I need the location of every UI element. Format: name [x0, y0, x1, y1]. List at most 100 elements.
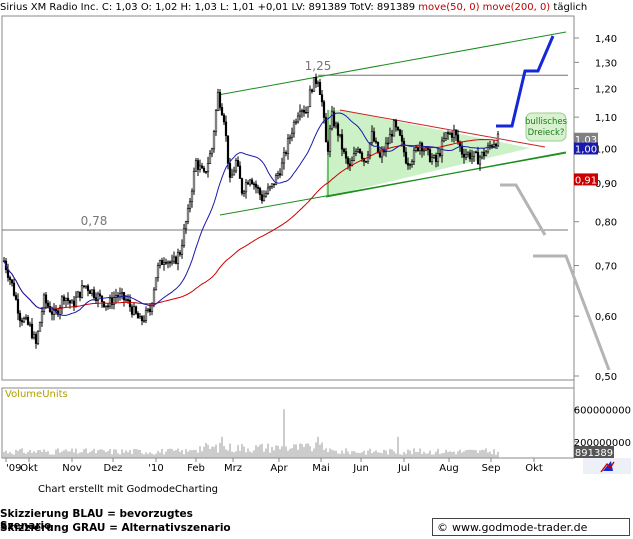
candle-body	[260, 194, 264, 202]
candle-body	[74, 296, 78, 307]
candle-body	[14, 295, 18, 300]
triangle-top-line	[339, 109, 546, 148]
candle-body	[204, 171, 208, 173]
moving-averages	[3, 112, 499, 316]
candle-body	[442, 138, 446, 142]
candle-body	[162, 262, 166, 265]
price-chart: 1,40 1,30 1,20 1,10 1,00 0,90 0,80 0,70 0,60 0,50…	[1, 15, 631, 474]
price-tag	[574, 142, 598, 155]
candle-body	[34, 334, 38, 344]
candle-body	[202, 167, 206, 172]
candle-body	[44, 294, 48, 304]
scenario-sketches	[496, 35, 611, 371]
candle-body	[434, 155, 438, 163]
y-tick-label: 0,60	[595, 312, 617, 323]
candle-body	[108, 297, 112, 307]
candle-body	[280, 162, 284, 176]
candle-body	[466, 152, 470, 155]
candle-body	[462, 153, 466, 158]
x-tick-label: Sep	[482, 463, 501, 474]
volume-last-tag	[574, 446, 614, 458]
candle-body	[42, 294, 46, 313]
candle-body	[252, 183, 256, 186]
chart-header: Sirius XM Radio Inc. C: 1,03 O: 1,02 H: …	[0, 0, 633, 16]
candle-body	[54, 309, 58, 312]
candle-body	[270, 183, 274, 187]
candle-body	[336, 123, 340, 136]
candle-body	[286, 138, 290, 154]
x-tick-label: Apr	[270, 463, 288, 474]
scenario-gray-1	[500, 183, 547, 236]
candle-body	[398, 129, 402, 136]
candle-body	[216, 91, 220, 111]
candle-body	[422, 149, 426, 152]
annotation-text: Dreieck?	[528, 128, 565, 138]
candle-body	[390, 133, 394, 137]
candle-body	[180, 245, 184, 255]
candle-body	[388, 133, 392, 144]
corner-widget[interactable]	[583, 458, 631, 474]
candle-body	[64, 297, 68, 301]
candle-body	[402, 140, 406, 153]
candle-body	[178, 252, 182, 255]
y-tick-label: 0,50	[595, 372, 617, 383]
candle-body	[144, 310, 148, 321]
candle-body	[258, 188, 262, 195]
candle-body	[134, 306, 138, 314]
candle-body	[350, 160, 354, 167]
candle-body	[476, 151, 480, 165]
candle-body	[124, 299, 128, 301]
ma200-legend: move(200, 0)	[482, 2, 551, 13]
candle-body	[80, 285, 84, 298]
candle-body	[330, 111, 334, 130]
candle-body	[478, 156, 482, 165]
legend-blue-scenario: Skizzierung BLAU = bevorzugtes Szenario	[0, 508, 193, 532]
candle-body	[246, 182, 250, 185]
volume-last-label: 891389	[575, 448, 613, 459]
scenario-blue	[496, 35, 555, 128]
candle-body	[296, 115, 300, 123]
candle-body	[196, 160, 200, 170]
candle-body	[236, 160, 240, 167]
candle-body	[340, 134, 344, 150]
candle-body	[432, 155, 436, 158]
candle-body	[374, 140, 378, 143]
candle-body	[250, 179, 254, 185]
candle-body	[456, 134, 460, 143]
candle-body	[208, 153, 212, 164]
candle-body	[300, 109, 304, 112]
candle-body	[372, 131, 376, 142]
candle-body	[150, 303, 154, 312]
change-value: +0,01	[257, 2, 289, 13]
website-link[interactable]: © www.godmode-trader.de	[432, 518, 630, 536]
chart-credit: Chart erstellt mit GodmodeCharting	[38, 484, 218, 495]
candle-body	[220, 107, 224, 116]
candle-body	[48, 306, 52, 313]
candle-body	[440, 140, 444, 157]
candle-body	[464, 154, 468, 158]
candle-body	[146, 308, 150, 311]
price-panel	[1, 15, 575, 381]
low-value: L: 1,01	[220, 2, 255, 13]
candle-body	[212, 131, 216, 150]
candle-body	[380, 150, 384, 158]
candle-body	[248, 179, 252, 185]
candle-body	[20, 320, 24, 323]
y-tick-label: 0,80	[595, 218, 617, 229]
candle-body	[424, 147, 428, 151]
y-tick-label: 1,20	[595, 85, 617, 96]
candle-body	[446, 132, 450, 135]
candle-body	[404, 151, 408, 164]
candle-body	[214, 110, 218, 132]
candle-body	[40, 311, 44, 323]
candle-body	[126, 299, 130, 301]
candle-body	[360, 152, 364, 159]
candle-body	[488, 145, 492, 147]
candle-body	[30, 323, 34, 339]
candle-body	[408, 164, 412, 167]
candle-body	[102, 301, 106, 308]
candle-body	[368, 142, 372, 156]
candle-body	[36, 330, 40, 344]
